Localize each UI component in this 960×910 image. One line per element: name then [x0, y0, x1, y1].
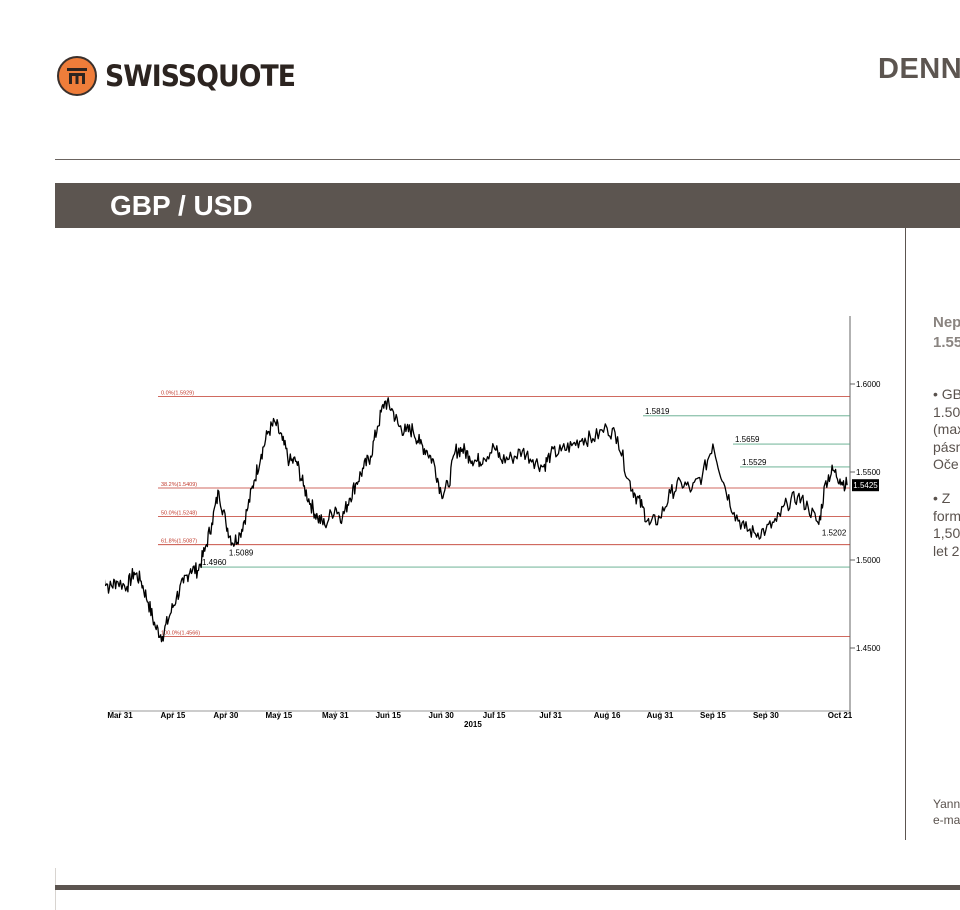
y-tick-label: 1.5000	[856, 556, 881, 565]
sidebar-heading-line: Nep	[933, 314, 960, 331]
last-value-label: 1.5425	[853, 481, 878, 490]
support-resistance-label: 1.5659	[735, 435, 760, 444]
x-tick-label: Apr 15	[160, 711, 185, 720]
x-year-label: 2015	[464, 720, 482, 729]
fib-level-label: 0.0%(1.5929)	[161, 390, 194, 396]
support-resistance-label: 1.5819	[645, 407, 670, 416]
x-tick-label: Jun 30	[429, 711, 455, 720]
sidebar-text-line: 1,50	[933, 525, 960, 541]
point-annotation-label: 1.5202	[822, 528, 847, 537]
footer-rule	[55, 885, 960, 890]
x-tick-label: Oct 21	[828, 711, 853, 720]
x-tick-label: Apr 30	[213, 711, 238, 720]
y-tick-label: 1.5500	[856, 468, 881, 477]
sidebar-heading: Nep 1.55	[933, 313, 960, 353]
x-tick-label: Sep 30	[753, 711, 779, 720]
x-tick-label: Aug 31	[647, 711, 674, 720]
x-tick-label: Aug 16	[594, 711, 621, 720]
point-annotation-label: 1.5089	[229, 548, 254, 557]
section-band	[55, 183, 960, 228]
header-divider	[55, 159, 960, 160]
sidebar-text-line: • Z	[933, 490, 951, 506]
sidebar-text-line: pásm	[933, 438, 960, 455]
x-tick-label: May 31	[322, 711, 349, 720]
support-resistance-label: 1.5529	[742, 458, 767, 467]
sidebar-text-line: let 2	[933, 542, 960, 559]
support-resistance-label: 1.4960	[202, 558, 227, 567]
sidebar-heading-line: 1.55	[933, 334, 960, 351]
sidebar-bullet-1: • GB 1.50 (max pásm Oče	[933, 386, 960, 474]
x-tick-label: May 15	[265, 711, 292, 720]
brand-name: SWISSQUOTE	[105, 59, 296, 93]
x-tick-label: Sep 15	[700, 711, 726, 720]
fib-level-label: 100.0%(1.4566)	[161, 630, 200, 636]
sidebar-text-line: form	[933, 507, 960, 524]
sidebar-bullet-2: • Z form 1,50 let 2	[933, 490, 960, 560]
gbpusd-chart: 1.6000 1.5500 1.5000 1.4500 Mar 31 Apr 15 Apr …	[105, 316, 881, 729]
author-line: Yann	[933, 797, 960, 811]
price-series-line	[105, 397, 848, 643]
sidebar-footer: Yann e-ma	[933, 796, 960, 828]
swissquote-logo: SWISSQUOTE	[57, 56, 312, 96]
sidebar-text-line: • GB	[933, 386, 960, 402]
fib-level-label: 38.2%(1.5409)	[161, 482, 197, 488]
column-divider	[905, 228, 906, 840]
sidebar-text-line: 1.50	[933, 403, 960, 420]
sidebar-text-line: (max	[933, 421, 960, 437]
fib-level-label: 61.8%(1.5087)	[161, 539, 197, 545]
sidebar-text-line: Oče	[933, 456, 959, 472]
section-title: GBP / USD	[110, 190, 253, 221]
fib-level-label: 50.0%(1.5248)	[161, 510, 197, 516]
x-tick-label: Jul 15	[483, 711, 506, 720]
x-tick-label: Jun 15	[376, 711, 402, 720]
swissquote-logo-icon	[57, 56, 97, 96]
last-value-tag	[852, 479, 879, 492]
y-tick-label: 1.6000	[856, 380, 881, 389]
email-line: e-ma	[933, 813, 960, 827]
x-tick-label: Jul 31	[539, 711, 562, 720]
x-tick-label: Mar 31	[107, 711, 133, 720]
y-tick-label: 1.4500	[856, 644, 881, 653]
report-title: DENN	[878, 53, 960, 85]
